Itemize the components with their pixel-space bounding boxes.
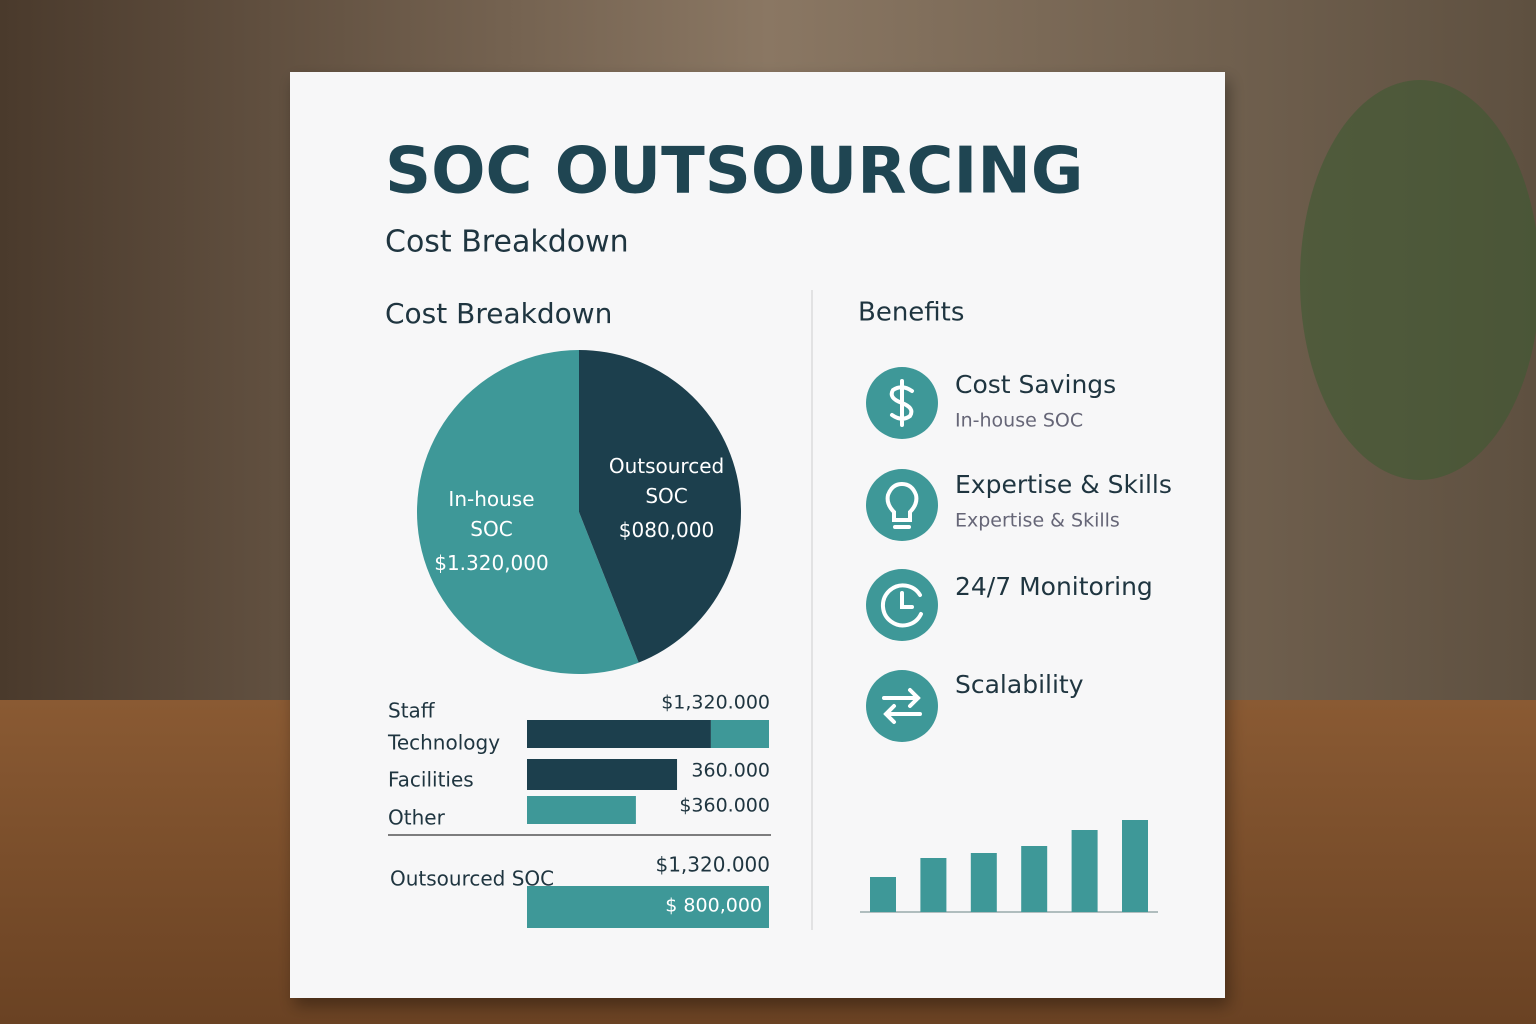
- bar: [1021, 846, 1048, 912]
- total-bar: [527, 886, 769, 928]
- bar: [970, 853, 997, 912]
- pie-label: Outsourced: [609, 454, 724, 478]
- pie-label: SOC: [470, 517, 512, 541]
- benefit-title: Scalability: [955, 670, 1084, 699]
- bulb-icon: [885, 481, 919, 529]
- icon-circle: [866, 670, 938, 742]
- row-amount: $360.000: [679, 795, 770, 817]
- pie-label: SOC: [645, 484, 687, 508]
- row-label: Facilities: [388, 768, 474, 792]
- section-heading: Benefits: [858, 298, 964, 328]
- bar-segment: [710, 720, 769, 748]
- pie-slice: [416, 350, 639, 674]
- row-amount: 360.000: [691, 760, 770, 782]
- arrows-icon: [882, 688, 922, 724]
- bar: [920, 858, 947, 912]
- benefit-detail: In-house SOC: [955, 410, 1083, 432]
- bar: [870, 877, 896, 912]
- icons: [866, 367, 938, 742]
- row-label: Technology: [387, 731, 500, 755]
- bar-segment: [527, 796, 636, 824]
- pie-label: In-house: [448, 487, 534, 511]
- bar: [1071, 830, 1098, 912]
- benefit-title: 24/7 Monitoring: [955, 572, 1153, 601]
- pie-amount: $1.320,000: [434, 551, 549, 575]
- dollar-icon: [889, 379, 914, 427]
- total-amount: $1,320.000: [655, 853, 770, 877]
- row-label: Staff: [388, 699, 436, 723]
- clock-icon: [880, 583, 923, 628]
- total-label: Outsourced SOC: [390, 867, 554, 891]
- poster-content: SOC OUTSOURCING Cost Breakdown Cost Brea…: [385, 135, 1172, 930]
- bar-segment: [527, 759, 678, 790]
- bar: [1122, 820, 1148, 912]
- plant: [1300, 80, 1536, 480]
- section-heading: Cost Breakdown: [385, 297, 612, 330]
- title: SOC OUTSOURCING: [385, 135, 1083, 209]
- total-bar-label: $ 800,000: [665, 895, 762, 917]
- benefit-title: Expertise & Skills: [955, 470, 1172, 499]
- pie-slice: [579, 350, 741, 663]
- icon-circle: [866, 469, 938, 541]
- pie-amount: $080,000: [619, 518, 714, 542]
- row-amount: $1,320.000: [661, 692, 770, 714]
- benefit-detail: Expertise & Skills: [955, 510, 1120, 532]
- subtitle: Cost Breakdown: [385, 225, 629, 260]
- bar-segment: [527, 720, 711, 748]
- row-label: Other: [388, 806, 446, 830]
- benefit-title: Cost Savings: [955, 370, 1116, 399]
